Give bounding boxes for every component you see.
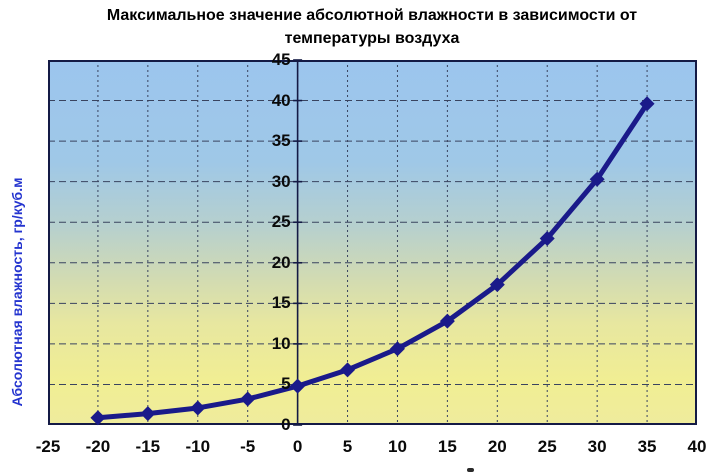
x-tick-label: 40 — [687, 437, 707, 456]
x-tick-label: -5 — [240, 437, 256, 456]
data-point-marker — [539, 230, 555, 246]
data-point-marker — [190, 400, 206, 416]
data-point-marker — [340, 362, 356, 378]
y-tick-label: 30 — [271, 171, 291, 191]
data-point-marker — [439, 313, 455, 329]
data-point-marker — [290, 378, 306, 394]
y-axis-title: Абсолютная влажность, гр/куб.м — [9, 177, 25, 407]
cropped-axis-title-fragment — [467, 468, 474, 472]
data-point-marker — [639, 96, 655, 112]
x-tick-label: 5 — [342, 437, 353, 456]
x-tick-label: -15 — [135, 437, 161, 456]
y-tick-label: 15 — [271, 293, 291, 313]
y-tick-label: 20 — [271, 252, 291, 272]
x-tick-label: 15 — [437, 437, 457, 456]
chart-title: Максимальное значение абсолютной влажнос… — [106, 7, 638, 47]
data-point-marker — [589, 171, 605, 187]
plot-area — [48, 59, 697, 426]
y-tick-label: 35 — [271, 131, 291, 151]
x-tick-label: -25 — [35, 437, 61, 456]
y-tick-label: 40 — [271, 90, 291, 110]
chart-canvas — [48, 59, 697, 426]
y-tick-label: 25 — [271, 212, 291, 232]
y-tick-label: 0 — [281, 415, 291, 434]
x-tick-label: 20 — [487, 437, 507, 456]
data-point-marker — [90, 410, 106, 426]
x-tick-label: -20 — [85, 437, 111, 456]
y-tick-label: 45 — [271, 50, 291, 69]
x-tick-label: 25 — [537, 437, 557, 456]
data-point-marker — [489, 277, 505, 293]
x-tick-label: 10 — [387, 437, 407, 456]
y-tick-label: 10 — [271, 333, 291, 353]
data-point-marker — [389, 341, 405, 357]
y-tick-label: 5 — [281, 374, 291, 394]
x-tick-label: 35 — [637, 437, 657, 456]
x-tick-label: 0 — [292, 437, 303, 456]
x-tick-label: -10 — [185, 437, 211, 456]
data-point-marker — [140, 406, 156, 422]
x-tick-label: 30 — [587, 437, 607, 456]
data-point-marker — [240, 391, 256, 407]
